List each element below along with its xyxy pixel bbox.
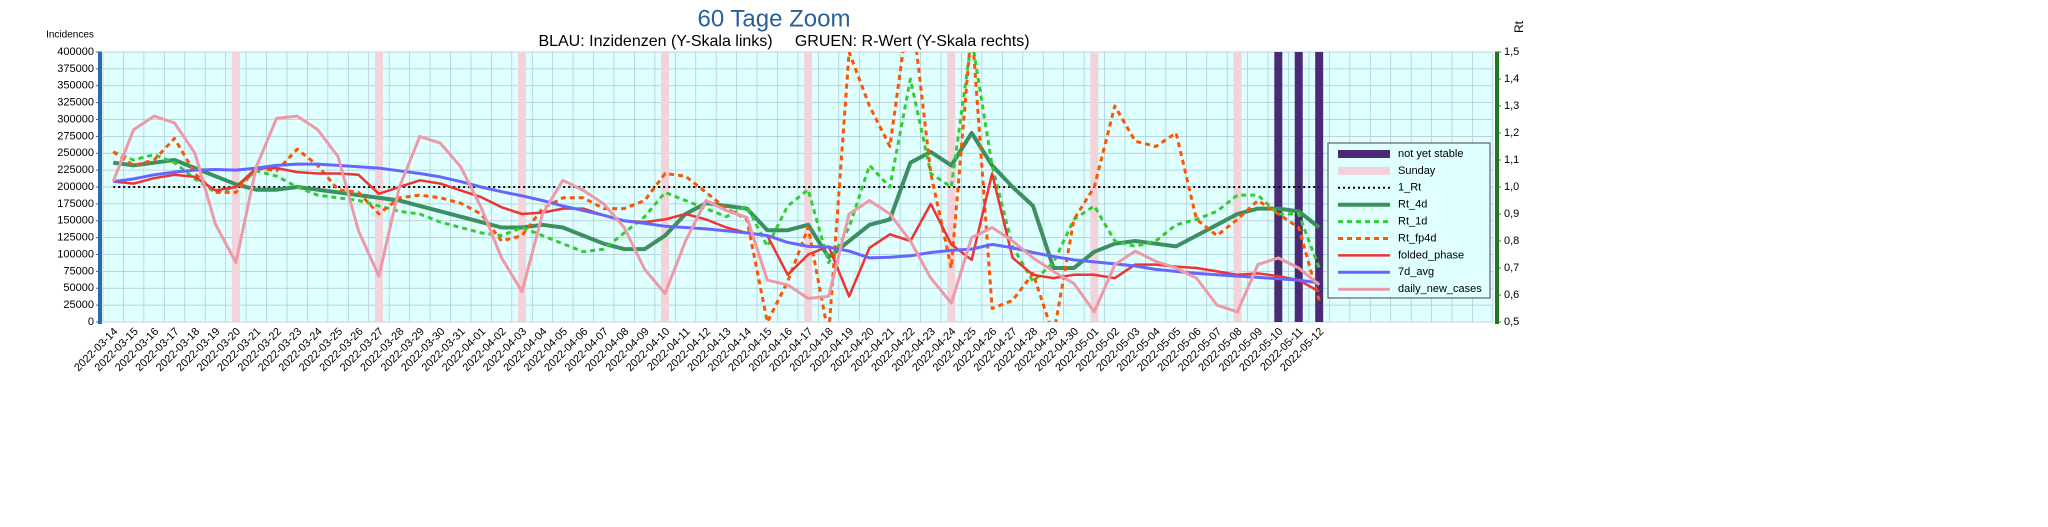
y-tick-label: 50000 [63,282,94,294]
y-tick-label: 25000 [63,299,94,311]
y2-axis-label: Rt [1512,20,1526,33]
legend-label: Rt_fp4d [1398,232,1437,244]
y2-tick-label: 0,7 [1504,262,1519,274]
series-line [113,166,1320,298]
y2-tick-label: 1,0 [1504,181,1519,193]
y-tick-label: 400000 [57,46,94,58]
y2-tick-label: 1,3 [1504,100,1519,112]
chart-title: 60 Tage Zoom [698,5,851,32]
legend-label: 7d_avg [1398,266,1434,278]
y2-tick-label: 0,6 [1504,289,1519,301]
series-line [112,52,1321,283]
series-line [111,114,1321,314]
y-tick-label: 225000 [57,164,94,176]
y-tick-label: 150000 [57,215,94,227]
legend-label: folded_phase [1398,249,1464,261]
y2-tick-label: 1,5 [1504,46,1519,58]
y-tick-label: 275000 [57,130,94,142]
bar [947,52,956,322]
legend-swatch [1338,150,1390,158]
bar [1233,52,1242,322]
y-tick-label: 0 [88,316,94,328]
y-tick-label: 325000 [57,97,94,109]
chart-subtitle: BLAU: Inzidenzen (Y-Skala links) GRUEN: … [538,33,1029,50]
legend-label: 1_Rt [1398,182,1421,194]
legend-label: not yet stable [1398,148,1463,160]
y2-tick-label: 1,2 [1504,127,1519,139]
y-axis-label: Incidences [46,30,94,41]
y-tick-label: 250000 [57,147,94,159]
legend-label: Sunday [1398,165,1436,177]
plot-area [111,52,1324,322]
y-tick-label: 125000 [57,232,94,244]
y-tick-label: 200000 [57,181,94,193]
legend: not yet stable Sunday 1_Rt Rt_4d Rt_1d Rt_fp4… [1327,142,1491,299]
legend-label: Rt_4d [1398,199,1427,211]
y-tick-label: 300000 [57,113,94,125]
legend-label: Rt_1d [1398,216,1427,228]
legend-swatch [1338,166,1390,175]
y-tick-label: 350000 [57,80,94,92]
y-tick-label: 375000 [57,63,94,75]
y-tick-label: 100000 [57,248,94,260]
y2-tick-label: 0,8 [1504,235,1519,247]
y-tick-label: 175000 [57,198,94,210]
series-line [112,52,1321,322]
series-line [113,162,1320,285]
legend-label: daily_new_cases [1398,283,1482,295]
bar [518,52,527,322]
y2-tick-label: 1,1 [1504,154,1519,166]
y-tick-label: 75000 [63,265,94,277]
bar [804,52,813,322]
y2-tick-label: 0,9 [1504,208,1519,220]
y2-tick-label: 1,4 [1504,73,1519,85]
y2-tick-label: 0,5 [1504,316,1519,328]
